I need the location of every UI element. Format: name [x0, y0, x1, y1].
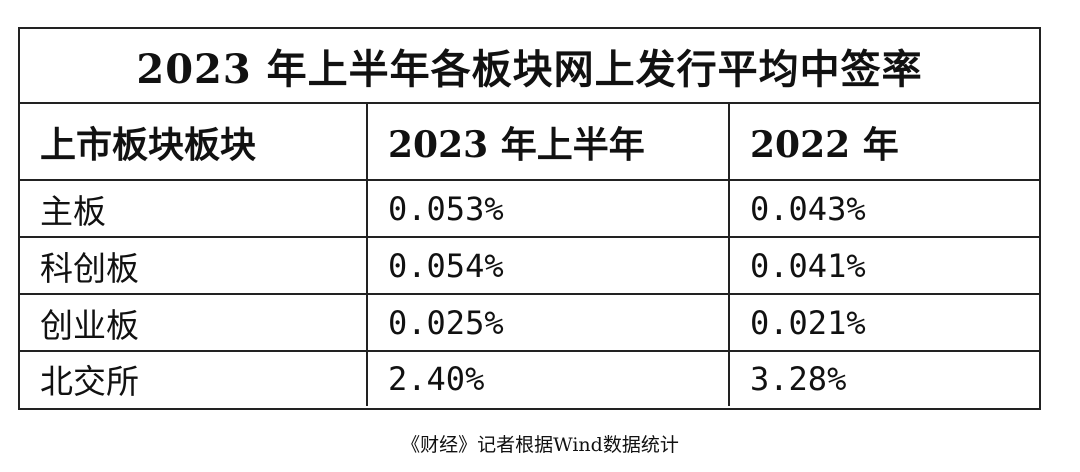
- table-row: 创业板 0.025% 0.021%: [20, 294, 1039, 352]
- row-value-2023h1: 0.025%: [367, 294, 730, 352]
- row-value-2023h1: 0.053%: [367, 180, 730, 238]
- table-title: 2023 年上半年各板块网上发行平均中签率: [20, 29, 1039, 104]
- row-value-2022: 3.28%: [750, 360, 847, 398]
- header-board: 上市板块板块: [20, 104, 368, 181]
- row-board: 创业板: [20, 294, 368, 352]
- row-value-2022: 0.041%: [729, 237, 1039, 295]
- header-row: 上市板块板块 2023 年上半年 2022 年: [20, 104, 1039, 181]
- row-board: 科创板: [20, 237, 368, 295]
- data-table: 2023 年上半年各板块网上发行平均中签率 上市板块板块 2023 年上半年 2…: [18, 27, 1041, 410]
- header-2022: 2022 年: [729, 104, 1039, 181]
- row-value-2022: 0.021%: [729, 294, 1039, 352]
- row-board: 主板: [20, 180, 368, 238]
- header-2023h1: 2023 年上半年: [367, 104, 730, 181]
- winning-rate-table: 上市板块板块 2023 年上半年 2022 年 主板 0.053% 0.043%…: [20, 104, 1039, 406]
- row-value-2023h1: 2.40%: [367, 351, 730, 406]
- table-row: 主板 0.053% 0.043%: [20, 180, 1039, 238]
- row-value-2022: 0.043%: [729, 180, 1039, 238]
- table-row: 科创板 0.054% 0.041%: [20, 237, 1039, 295]
- table-row: 北交所 2.40% 3.28%: [20, 351, 1039, 406]
- row-board: 北交所: [20, 351, 368, 406]
- row-value-2023h1: 0.054%: [367, 237, 730, 295]
- source-caption: 《财经》记者根据Wind数据统计: [401, 434, 679, 456]
